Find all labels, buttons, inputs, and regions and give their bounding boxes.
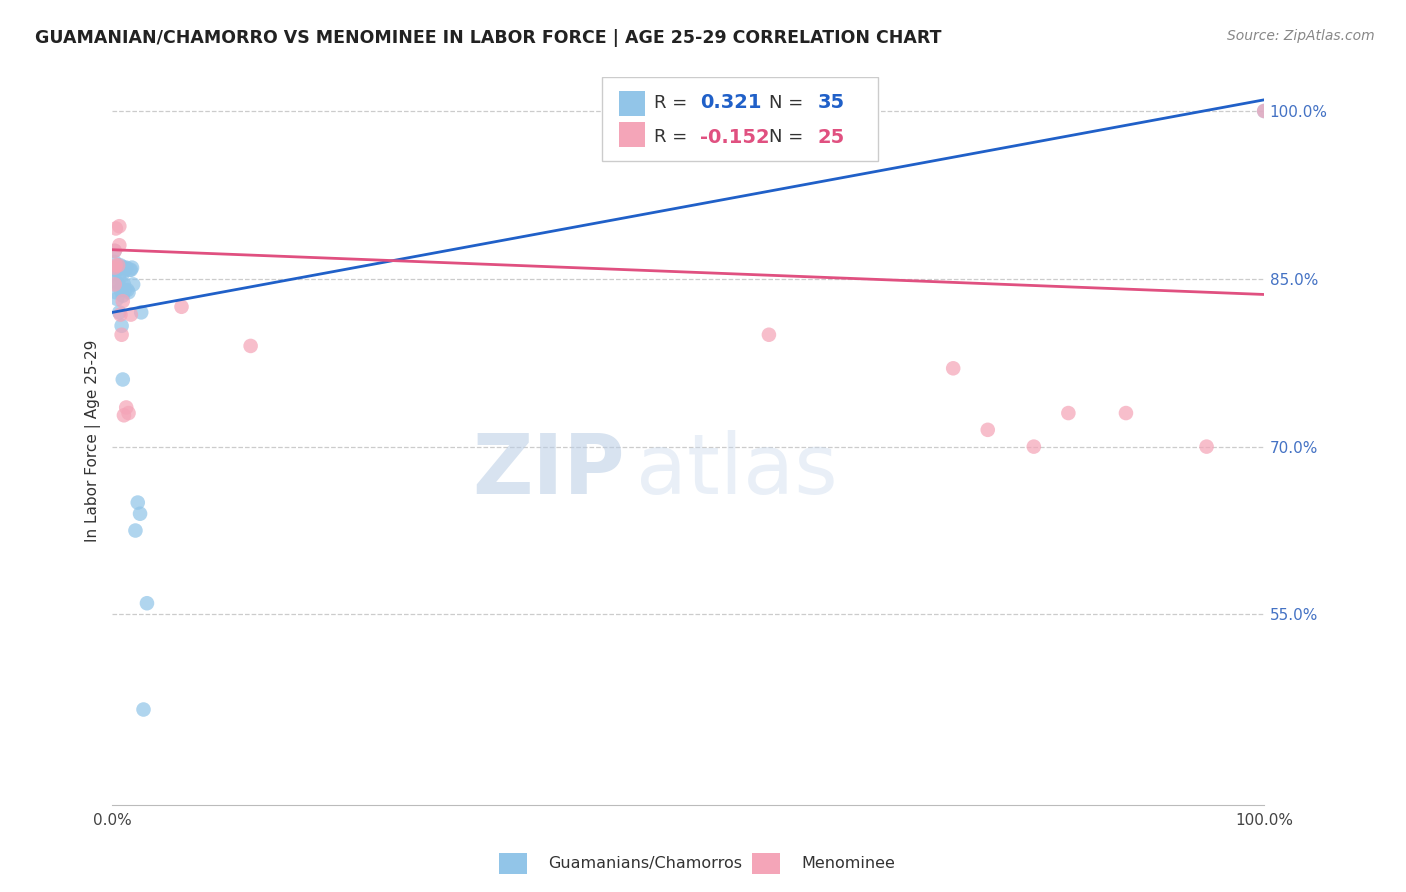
Text: R =: R = [654, 128, 693, 146]
Point [104, 260, 127, 275]
Y-axis label: In Labor Force | Age 25-29: In Labor Force | Age 25-29 [86, 340, 101, 542]
Bar [619, 91, 644, 116]
Point [124, 524, 146, 538]
Text: -0.152: -0.152 [700, 128, 769, 146]
Text: R =: R = [654, 94, 693, 112]
Point [107, 259, 129, 273]
Text: 25: 25 [817, 128, 845, 146]
Point [104, 274, 127, 288]
Point [117, 283, 139, 297]
Point [111, 318, 134, 333]
Point [104, 285, 127, 300]
Point [1057, 406, 1080, 420]
Point [110, 283, 132, 297]
Point [115, 401, 138, 415]
Point [112, 260, 135, 275]
Point [120, 308, 142, 322]
Point [1115, 406, 1137, 420]
Text: N =: N = [769, 94, 808, 112]
Text: atlas: atlas [637, 430, 838, 510]
Point [104, 277, 127, 292]
Text: 0.321: 0.321 [700, 94, 761, 112]
Point [117, 285, 139, 300]
Text: ZIP: ZIP [472, 430, 624, 510]
Point [110, 259, 132, 273]
Point [115, 260, 138, 275]
Point [114, 263, 136, 277]
Point [136, 596, 159, 610]
Text: Source: ZipAtlas.com: Source: ZipAtlas.com [1227, 29, 1375, 43]
Point [122, 277, 145, 292]
Point [111, 288, 134, 302]
Text: Guamanians/Chamorros: Guamanians/Chamorros [548, 856, 742, 871]
Point [108, 238, 131, 252]
Point [108, 219, 131, 234]
Point [132, 702, 155, 716]
Point [104, 244, 127, 258]
Point [104, 255, 127, 269]
Point [117, 406, 139, 420]
Point [108, 272, 131, 286]
Point [107, 277, 129, 292]
Point [127, 495, 149, 509]
Point [104, 221, 127, 235]
Point [104, 259, 127, 273]
Point [107, 259, 129, 273]
Point [129, 507, 152, 521]
Bar [619, 122, 644, 146]
Point [111, 372, 134, 386]
Point [104, 244, 127, 258]
Text: N =: N = [769, 128, 808, 146]
Point [104, 263, 127, 277]
Point [118, 263, 141, 277]
Point [1253, 103, 1275, 118]
Point [110, 308, 132, 322]
Text: 35: 35 [817, 94, 845, 112]
Point [114, 283, 136, 297]
Point [942, 361, 965, 376]
Point [105, 292, 128, 306]
Point [112, 409, 135, 423]
Text: GUAMANIAN/CHAMORRO VS MENOMINEE IN LABOR FORCE | AGE 25-29 CORRELATION CHART: GUAMANIAN/CHAMORRO VS MENOMINEE IN LABOR… [35, 29, 942, 46]
Point [1253, 103, 1275, 118]
Point [239, 339, 262, 353]
Point [1022, 440, 1045, 454]
Text: Menominee: Menominee [801, 856, 896, 871]
Point [121, 260, 143, 275]
Point [1195, 440, 1218, 454]
Point [111, 294, 134, 309]
Point [120, 263, 142, 277]
Point [170, 300, 193, 314]
Point [108, 305, 131, 319]
Point [112, 277, 135, 292]
Point [105, 263, 128, 277]
Point [977, 423, 1000, 437]
Point [111, 327, 134, 342]
Point [111, 269, 134, 284]
Point [129, 305, 152, 319]
FancyBboxPatch shape [602, 78, 879, 161]
Point [758, 327, 780, 342]
